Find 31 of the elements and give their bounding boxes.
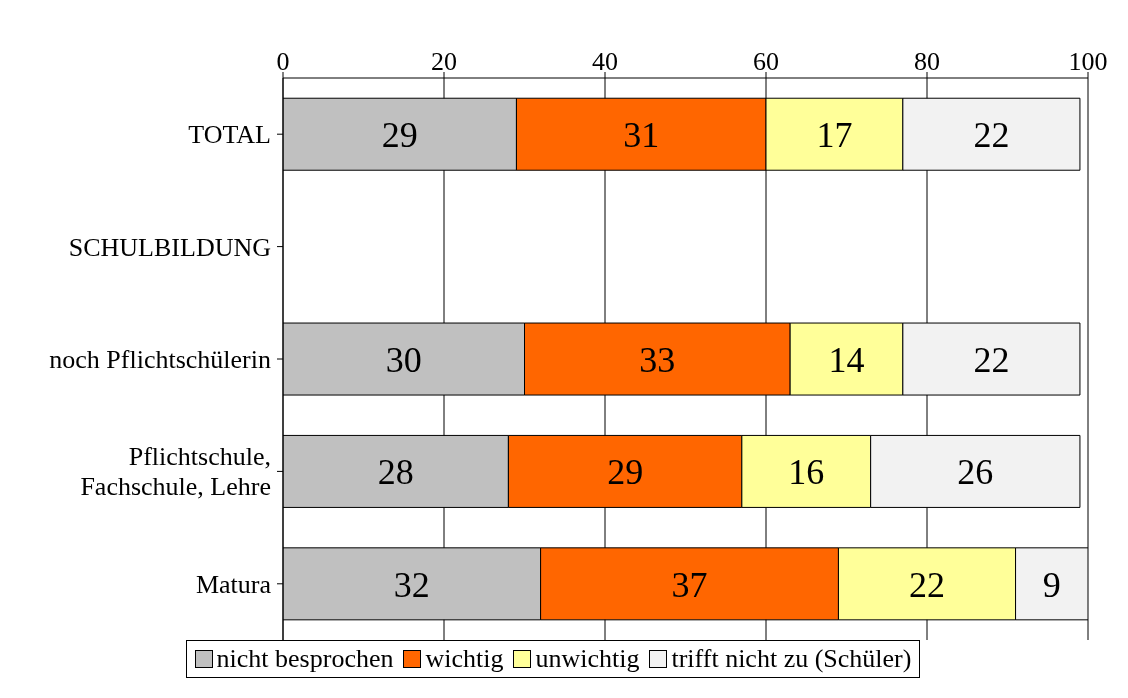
- data-label: 30: [385, 339, 422, 380]
- data-label: 29: [381, 115, 418, 156]
- data-label: 22: [973, 115, 1010, 156]
- x-tick-label: 20: [431, 47, 457, 76]
- data-label: 32: [393, 564, 430, 605]
- data-label: 9: [1042, 564, 1061, 605]
- legend-label: wichtig: [424, 644, 504, 674]
- x-tick-label: 80: [914, 47, 940, 76]
- data-label: 29: [607, 452, 644, 493]
- data-label: 28: [377, 452, 414, 493]
- legend-label: unwichtig: [534, 644, 640, 674]
- y-tick-label: SCHULBILDUNG: [68, 232, 271, 262]
- x-tick-label: 0: [276, 47, 290, 76]
- data-label: 33: [639, 339, 676, 380]
- data-label: 37: [671, 564, 708, 605]
- y-tick-label: noch Pflichtschülerin: [49, 344, 271, 374]
- y-tick-label: Pflichtschule, Fachschule, Lehre: [80, 441, 271, 501]
- data-label: 26: [957, 452, 994, 493]
- x-tick-label: 100: [1068, 47, 1108, 76]
- data-label: 14: [828, 339, 865, 380]
- x-tick-label: 40: [592, 47, 618, 76]
- legend-label: trifft nicht zu (Schüler): [670, 644, 912, 674]
- y-tick-label: Matura: [195, 569, 272, 599]
- data-label: 17: [816, 115, 853, 156]
- x-tick-label: 60: [753, 47, 779, 76]
- data-label: 22: [973, 339, 1010, 380]
- data-label: 16: [788, 452, 825, 493]
- data-label: 31: [623, 115, 660, 156]
- legend-label: nicht besprochen: [215, 644, 394, 674]
- data-label: 22: [909, 564, 945, 605]
- y-tick-label: TOTAL: [188, 119, 271, 149]
